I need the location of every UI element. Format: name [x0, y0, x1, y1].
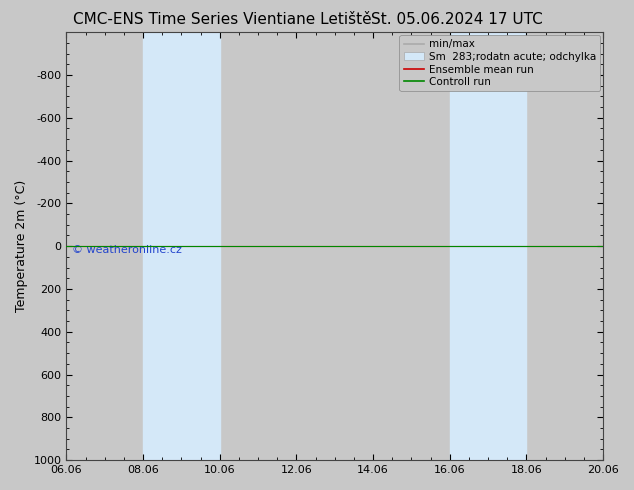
- Bar: [143, 32, 220, 460]
- Legend: min/max, Sm  283;rodatn acute; odchylka, Ensemble mean run, Controll run: min/max, Sm 283;rodatn acute; odchylka, …: [399, 35, 600, 92]
- Text: CMC-ENS Time Series Vientiane Letiště: CMC-ENS Time Series Vientiane Letiště: [72, 12, 372, 27]
- Text: © weatheronline.cz: © weatheronline.cz: [72, 245, 182, 255]
- Text: St. 05.06.2024 17 UTC: St. 05.06.2024 17 UTC: [371, 12, 542, 27]
- Bar: [450, 32, 526, 460]
- Y-axis label: Temperature 2m (°C): Temperature 2m (°C): [15, 180, 28, 312]
